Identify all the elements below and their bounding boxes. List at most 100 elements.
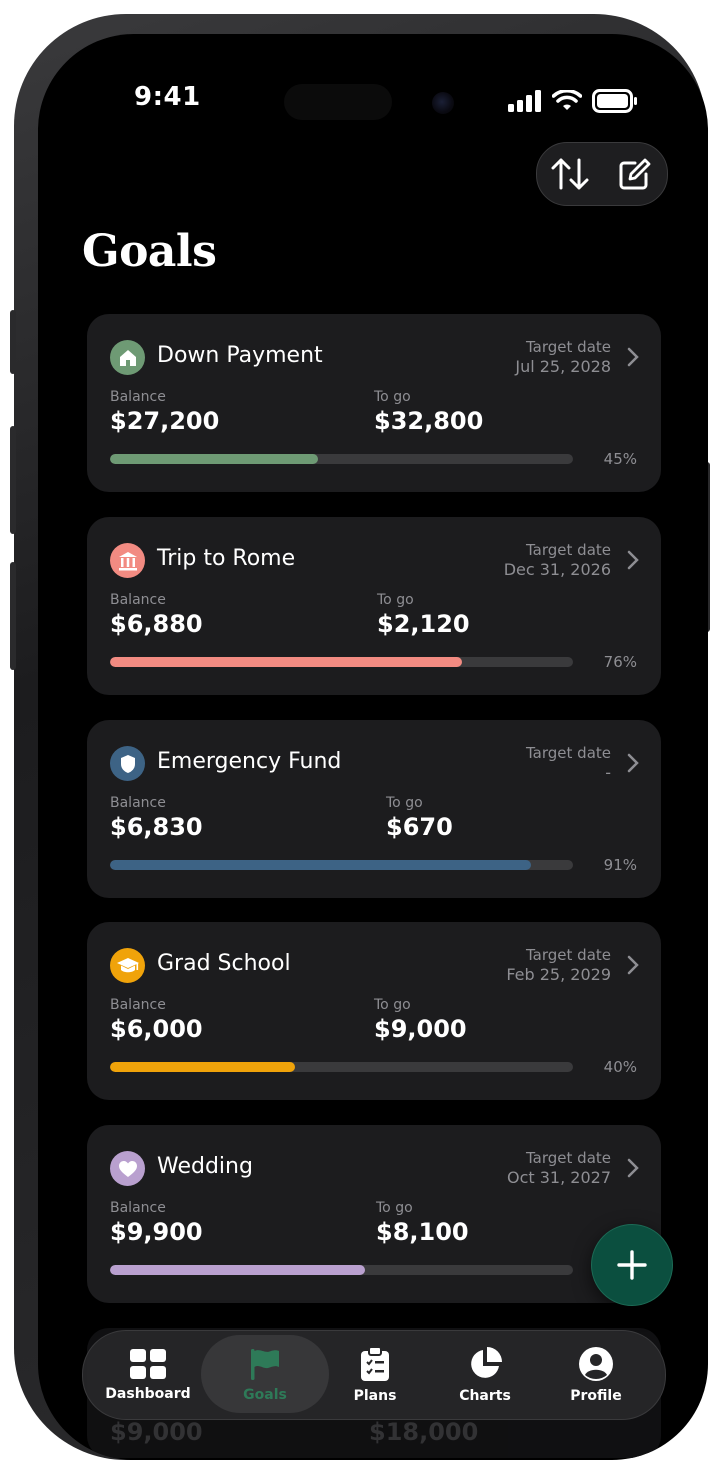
chevron-right-icon bbox=[627, 1158, 639, 1178]
to-go-value: $9,000 bbox=[374, 1015, 467, 1043]
to-go-value: $8,100 bbox=[376, 1218, 469, 1246]
status-icons bbox=[508, 88, 638, 114]
clipboard-icon bbox=[361, 1346, 389, 1381]
status-time: 9:41 bbox=[134, 82, 201, 112]
to-go-value: $32,800 bbox=[374, 407, 484, 435]
goal-card-emergency-fund[interactable]: Emergency Fund Target date - Balance $6,… bbox=[87, 720, 661, 898]
grid-icon bbox=[130, 1349, 166, 1379]
chevron-right-icon bbox=[627, 955, 639, 975]
flag-icon bbox=[251, 1349, 279, 1380]
target-date-value: Feb 25, 2029 bbox=[506, 965, 611, 984]
chevron-right-icon bbox=[627, 753, 639, 773]
volume-up-button bbox=[10, 426, 16, 534]
target-date-value: - bbox=[605, 763, 611, 782]
active-tab-highlight bbox=[201, 1335, 329, 1413]
target-date-label: Target date bbox=[526, 338, 611, 356]
balance-value: $27,200 bbox=[110, 407, 220, 435]
tab-bar: Dashboard Goals bbox=[82, 1330, 666, 1420]
volume-down-button bbox=[10, 562, 16, 670]
progress-fill bbox=[110, 1062, 296, 1072]
goal-icon-badge bbox=[110, 948, 145, 983]
tab-plans[interactable]: Plans bbox=[320, 1331, 430, 1419]
to-go-value: $2,120 bbox=[377, 610, 470, 638]
battery-icon bbox=[592, 89, 637, 113]
to-go-value: $18,000 bbox=[369, 1418, 479, 1446]
goal-icon-badge bbox=[110, 1151, 145, 1186]
phone-frame: 9:41 bbox=[10, 14, 710, 1460]
goal-name: Wedding bbox=[157, 1154, 253, 1179]
sort-arrows-icon bbox=[551, 158, 588, 190]
to-go-label: To go bbox=[374, 389, 411, 405]
goal-name: Down Payment bbox=[157, 343, 323, 368]
tab-dashboard[interactable]: Dashboard bbox=[93, 1331, 203, 1419]
progress-fill bbox=[110, 860, 532, 870]
balance-value: $6,830 bbox=[110, 813, 203, 841]
balance-label: Balance bbox=[110, 997, 166, 1013]
tab-label: Plans bbox=[353, 1388, 397, 1404]
wifi-icon bbox=[552, 90, 582, 110]
target-date-label: Target date bbox=[526, 744, 611, 762]
heart-icon bbox=[118, 1160, 137, 1177]
tab-label: Charts bbox=[459, 1388, 511, 1404]
action-button bbox=[10, 310, 16, 374]
house-icon bbox=[119, 349, 136, 366]
add-goal-button[interactable] bbox=[591, 1224, 673, 1306]
balance-value: $6,880 bbox=[110, 610, 203, 638]
to-go-label: To go bbox=[376, 1200, 413, 1216]
edit-icon bbox=[619, 158, 650, 190]
screen: 9:41 bbox=[38, 34, 708, 1460]
tab-label: Goals bbox=[243, 1387, 287, 1403]
progress-percent: 40% bbox=[603, 1058, 637, 1076]
balance-value: $9,900 bbox=[110, 1218, 203, 1246]
balance-value: $9,000 bbox=[110, 1418, 203, 1446]
progress-track bbox=[110, 860, 573, 870]
tab-profile[interactable]: Profile bbox=[541, 1331, 651, 1419]
target-date-value: Dec 31, 2026 bbox=[503, 560, 611, 579]
progress-fill bbox=[110, 657, 462, 667]
edit-button[interactable] bbox=[613, 152, 657, 196]
progress-track bbox=[110, 1265, 573, 1275]
balance-label: Balance bbox=[110, 795, 166, 811]
goal-icon-badge bbox=[110, 543, 145, 578]
progress-track bbox=[110, 1062, 573, 1072]
progress-percent: 45% bbox=[603, 450, 637, 468]
tab-label: Dashboard bbox=[105, 1386, 191, 1402]
balance-label: Balance bbox=[110, 592, 166, 608]
progress-track bbox=[110, 657, 573, 667]
plus-icon bbox=[617, 1250, 647, 1280]
goal-card-wedding[interactable]: Wedding Target date Oct 31, 2027 Balance… bbox=[87, 1125, 661, 1303]
shield-icon bbox=[120, 754, 135, 773]
to-go-label: To go bbox=[386, 795, 423, 811]
signal-icon bbox=[508, 90, 541, 112]
landmark-icon bbox=[118, 551, 137, 570]
progress-fill bbox=[110, 454, 319, 464]
progress-fill bbox=[110, 1265, 365, 1275]
tab-label: Profile bbox=[570, 1388, 622, 1404]
tab-goals[interactable]: Goals bbox=[210, 1331, 320, 1419]
to-go-value: $670 bbox=[386, 813, 453, 841]
goal-card-down-payment[interactable]: Down Payment Target date Jul 25, 2028 Ba… bbox=[87, 314, 661, 492]
camera bbox=[432, 92, 454, 114]
goal-card-grad-school[interactable]: Grad School Target date Feb 25, 2029 Bal… bbox=[87, 922, 661, 1100]
pie-chart-icon bbox=[471, 1347, 502, 1378]
goal-card-trip-to-rome[interactable]: Trip to Rome Target date Dec 31, 2026 Ba… bbox=[87, 517, 661, 695]
profile-icon bbox=[579, 1347, 613, 1381]
balance-label: Balance bbox=[110, 389, 166, 405]
dynamic-island bbox=[284, 84, 392, 120]
goal-name: Trip to Rome bbox=[157, 546, 296, 571]
goal-name: Emergency Fund bbox=[157, 749, 342, 774]
progress-percent: 91% bbox=[603, 856, 637, 874]
to-go-label: To go bbox=[374, 997, 411, 1013]
target-date-value: Oct 31, 2027 bbox=[507, 1168, 611, 1187]
balance-label: Balance bbox=[110, 1200, 166, 1216]
balance-value: $6,000 bbox=[110, 1015, 203, 1043]
tab-charts[interactable]: Charts bbox=[430, 1331, 540, 1419]
target-date-label: Target date bbox=[526, 541, 611, 559]
goal-icon-badge bbox=[110, 340, 145, 375]
sort-button[interactable] bbox=[548, 152, 592, 196]
progress-track bbox=[110, 454, 573, 464]
header-actions bbox=[536, 142, 668, 206]
target-date-label: Target date bbox=[526, 946, 611, 964]
progress-percent: 76% bbox=[603, 653, 637, 671]
page-title: Goals bbox=[82, 226, 217, 277]
